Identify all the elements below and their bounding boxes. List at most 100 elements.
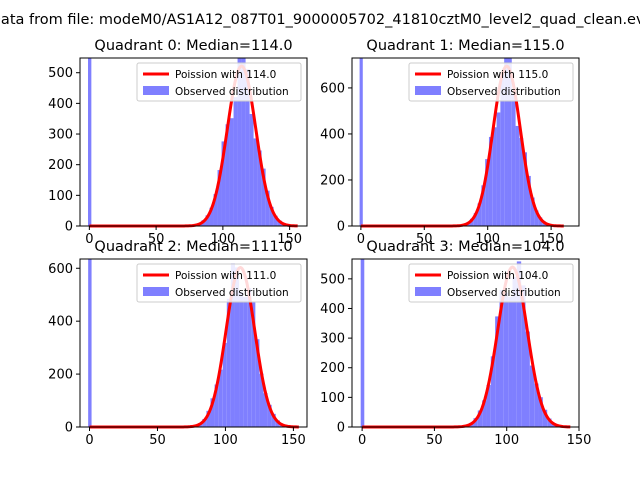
histogram-bar xyxy=(499,290,504,427)
legend-patch-swatch xyxy=(143,287,169,296)
legend: Poission with 111.0 Observed distribution xyxy=(136,263,302,303)
histogram-bar xyxy=(534,383,539,427)
histogram-bar xyxy=(530,197,535,226)
histogram-bar xyxy=(481,185,486,226)
histogram-bar xyxy=(492,127,497,226)
legend-label: Poission with 114.0 xyxy=(175,69,276,81)
histogram-bar xyxy=(527,175,531,226)
histogram-bar xyxy=(523,152,527,226)
histogram-bar xyxy=(230,263,235,427)
legend-label: Poission with 104.0 xyxy=(447,270,548,282)
y-tick-label: 200 xyxy=(320,361,345,376)
x-tick-label: 100 xyxy=(475,232,500,247)
histogram-bar xyxy=(473,418,478,427)
histogram-bar xyxy=(253,138,258,226)
histogram-bar xyxy=(529,365,535,427)
histogram-bar xyxy=(217,170,222,226)
y-tick-label: 0 xyxy=(65,220,73,235)
histogram-bar xyxy=(512,276,517,427)
histogram-bar xyxy=(515,125,520,226)
histogram-bar xyxy=(496,112,501,226)
histogram-bar xyxy=(271,413,276,427)
zero-bin-spike xyxy=(88,58,92,226)
histogram-bar xyxy=(233,97,238,226)
subplot-quadrant-2: 0 50 100 150 0 200 400 600 Quadrant 2: Median=11… xyxy=(48,239,308,448)
histogram-bar xyxy=(251,301,256,427)
histogram-bar xyxy=(542,409,548,427)
histogram-bar xyxy=(469,218,474,226)
zero-bin-spike xyxy=(359,58,363,226)
histogram-bar xyxy=(477,410,483,427)
histogram-bars xyxy=(193,58,290,226)
legend-box xyxy=(136,62,302,102)
histogram-bar xyxy=(221,141,226,226)
y-tick-label: 500 xyxy=(320,272,345,287)
legend-label: Observed distribution xyxy=(447,86,561,98)
x-tick-label: 100 xyxy=(494,433,519,448)
x-tick-label: 50 xyxy=(426,433,443,448)
y-tick-label: 600 xyxy=(320,81,345,96)
x-tick-label: 100 xyxy=(210,232,235,247)
zero-bin-spike xyxy=(360,259,365,427)
histogram-bar xyxy=(234,267,240,427)
histogram-bar xyxy=(249,113,254,226)
x-tick-label: 150 xyxy=(567,433,592,448)
y-tick-label: 300 xyxy=(320,332,345,347)
histogram-bars xyxy=(460,261,565,427)
histogram-bars xyxy=(190,263,288,427)
histogram-bar xyxy=(534,210,539,226)
histogram-bar xyxy=(213,194,218,226)
subplot-quadrant-3: 0 50 100 150 0 100 200 300 400 500 Quadrant 3: Med… xyxy=(320,239,591,448)
y-tick-label: 200 xyxy=(48,158,73,173)
x-tick-label: 50 xyxy=(148,232,165,247)
histogram-bars xyxy=(458,58,554,226)
axes-frame xyxy=(351,57,580,227)
histogram-bar xyxy=(508,296,513,427)
x-tick-label: 0 xyxy=(85,433,93,448)
subplot-title: Quadrant 1: Median=115.0 xyxy=(366,38,564,54)
legend-patch-swatch xyxy=(415,86,441,95)
histogram-bar xyxy=(488,136,493,226)
histogram-bar xyxy=(210,398,215,427)
axes-frame xyxy=(351,258,580,428)
y-tick-label: 200 xyxy=(48,368,73,383)
y-tick-label: 600 xyxy=(48,262,73,277)
axes-frame xyxy=(79,258,308,428)
histogram-bar xyxy=(495,316,500,427)
figure-suptitle: Data from file: modeM0/AS1A12_087T01_900… xyxy=(0,12,640,28)
histogram-bar xyxy=(229,118,234,226)
histogram-bar xyxy=(473,213,478,226)
histogram-bar xyxy=(547,418,552,427)
y-tick-label: 200 xyxy=(320,173,345,188)
y-tick-label: 100 xyxy=(48,189,73,204)
legend-label: Poission with 111.0 xyxy=(175,270,276,282)
histogram-bar xyxy=(269,206,274,226)
legend-label: Poission with 115.0 xyxy=(447,69,548,81)
x-tick-label: 150 xyxy=(281,433,306,448)
subplot-title: Quadrant 2: Median=111.0 xyxy=(94,239,292,255)
legend-patch-swatch xyxy=(415,287,441,296)
histogram-bar xyxy=(247,288,252,427)
subplot-quadrant-0: 0 50 100 150 0 100 200 300 400 500 Quadrant 0: Med… xyxy=(48,38,308,247)
x-tick-label: 50 xyxy=(416,232,433,247)
legend-box xyxy=(408,62,574,102)
x-tick-label: 0 xyxy=(357,232,365,247)
subplot-title: Quadrant 0: Median=114.0 xyxy=(94,38,292,54)
legend-label: Observed distribution xyxy=(447,287,561,299)
x-tick-label: 0 xyxy=(85,232,93,247)
legend-box xyxy=(408,263,574,303)
y-tick-label: 500 xyxy=(48,66,73,81)
histogram-bar xyxy=(257,150,262,226)
y-tick-label: 0 xyxy=(337,220,345,235)
histogram-bar xyxy=(265,190,270,226)
y-tick-label: 400 xyxy=(320,302,345,317)
y-tick-label: 100 xyxy=(320,391,345,406)
histogram-bar xyxy=(239,292,244,427)
histogram-bar xyxy=(482,400,487,427)
subplot-quadrant-1: 0 50 100 150 0 200 400 600 Quadrant 1: Median=11… xyxy=(320,38,580,247)
histogram-bar xyxy=(218,369,223,427)
y-tick-label: 400 xyxy=(320,127,345,142)
histogram-bar xyxy=(490,356,496,427)
legend: Poission with 104.0 Observed distribution xyxy=(408,263,574,303)
